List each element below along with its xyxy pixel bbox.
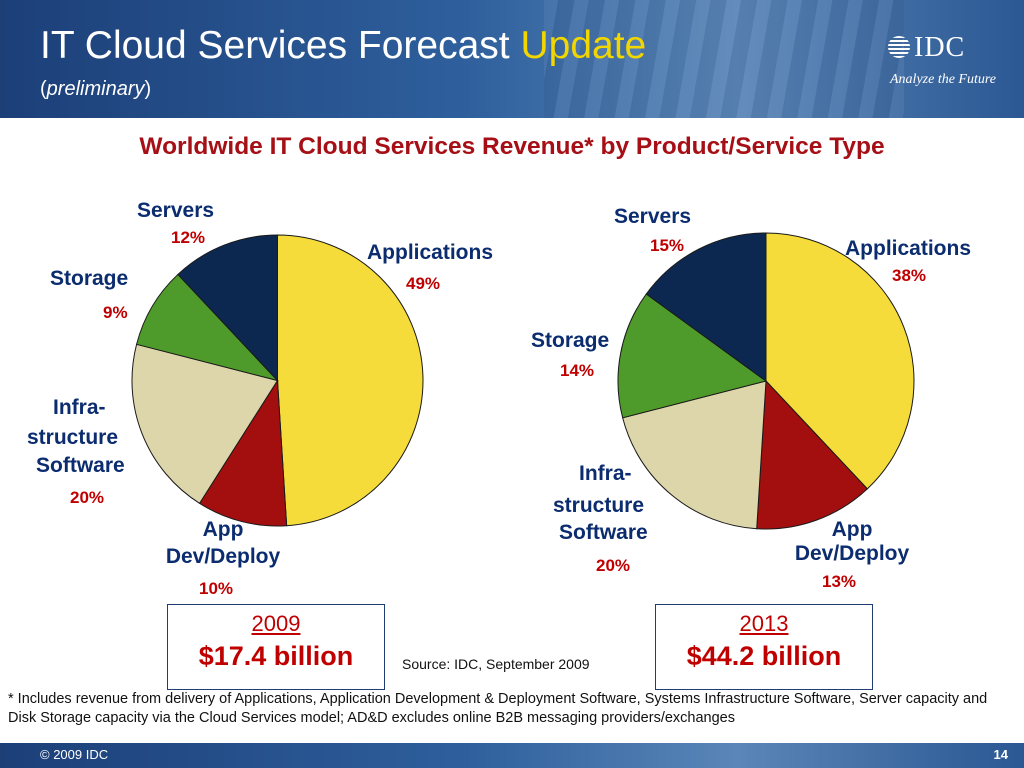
title-highlight: Update: [520, 24, 647, 67]
slide-header: IT Cloud Services Forecast Update (preli…: [0, 0, 1024, 118]
pie-slice-2009-app-dev-deploy: [198, 378, 288, 527]
label-2009-infra-line3: Software: [36, 454, 125, 477]
pct-2013-servers: 15%: [650, 236, 685, 255]
pct-2009-infra: 20%: [70, 488, 105, 507]
label-2009-applications: Applications: [367, 241, 494, 264]
title-main: IT Cloud Services Forecast: [40, 24, 521, 67]
year-2009: 2009: [251, 611, 301, 636]
label-2013-applications: Applications: [845, 237, 972, 260]
total-box-2013: 2013 $44.2 billion: [655, 604, 873, 690]
total-box-2009: 2009 $17.4 billion: [167, 604, 385, 690]
subtitle-open: (: [40, 78, 47, 100]
slide-subtitle: (preliminary): [40, 79, 151, 99]
pct-2013-infra: 20%: [596, 556, 631, 575]
label-2009-storage: Storage: [50, 267, 129, 290]
pct-2013-appdev: 13%: [822, 572, 857, 591]
pie-chart-2009: [131, 234, 424, 527]
label-2013-servers: Servers: [614, 205, 692, 228]
pie-slice-2013-servers: [645, 232, 767, 382]
page-number: 14: [993, 747, 1008, 762]
chart-heading: Worldwide IT Cloud Services Revenue* by …: [139, 133, 885, 160]
idc-logo: IDC Analyze the Future: [888, 32, 1008, 96]
header-texture: [544, 0, 904, 118]
footnote: * Includes revenue from delivery of Appl…: [8, 691, 988, 726]
idc-globe-icon: [888, 36, 910, 58]
pie-slice-2009-servers: [177, 234, 278, 382]
pie-slice-2013-infrastructure-software: [622, 380, 767, 530]
pie-slice-2009-applications: [277, 234, 424, 527]
pie-slice-2013-app-dev-deploy: [756, 379, 869, 530]
slide-footer: © 2009 IDC 14: [0, 743, 1024, 768]
year-2013: 2013: [739, 611, 789, 636]
label-2013-infra-line2: structure: [553, 494, 645, 517]
label-2009-infra-line2: structure: [27, 426, 119, 449]
pct-2009-appdev: 10%: [199, 579, 234, 598]
slide-title: IT Cloud Services Forecast Update: [40, 26, 646, 65]
pct-2013-storage: 14%: [560, 361, 595, 380]
pie-slice-2013-storage: [617, 293, 768, 419]
logo-tagline: Analyze the Future: [890, 72, 997, 87]
label-2009-infra-line1: Infra-: [53, 396, 106, 419]
pie-slice-2009-infrastructure-software: [131, 343, 279, 505]
copyright: © 2009 IDC: [40, 747, 109, 762]
label-2013-appdev-line2: Dev/Deploy: [794, 542, 910, 565]
source-note: Source: IDC, September 2009: [402, 656, 590, 672]
pie-slice-2013-applications: [765, 232, 915, 490]
label-2013-appdev-line1: App: [831, 518, 873, 541]
label-2013-storage: Storage: [531, 329, 610, 352]
pct-2009-storage: 9%: [103, 303, 128, 322]
label-2009-servers: Servers: [137, 199, 215, 222]
subtitle-close: ): [144, 78, 152, 100]
total-2009: $17.4 billion: [198, 641, 354, 671]
subtitle-italic: preliminary: [46, 78, 145, 100]
total-2013: $44.2 billion: [686, 641, 842, 671]
pct-2009-applications: 49%: [406, 274, 441, 293]
pie-chart-2013: [617, 232, 915, 530]
label-2009-appdev-line1: App: [202, 518, 244, 541]
pie-slice-2009-storage: [135, 273, 280, 382]
label-2013-infra-line3: Software: [559, 521, 648, 544]
label-2009-appdev-line2: Dev/Deploy: [165, 545, 281, 568]
label-2013-infra-line1: Infra-: [579, 462, 632, 485]
logo-text: IDC: [914, 32, 966, 63]
pct-2009-servers: 12%: [171, 228, 206, 247]
pct-2013-applications: 38%: [892, 266, 927, 285]
